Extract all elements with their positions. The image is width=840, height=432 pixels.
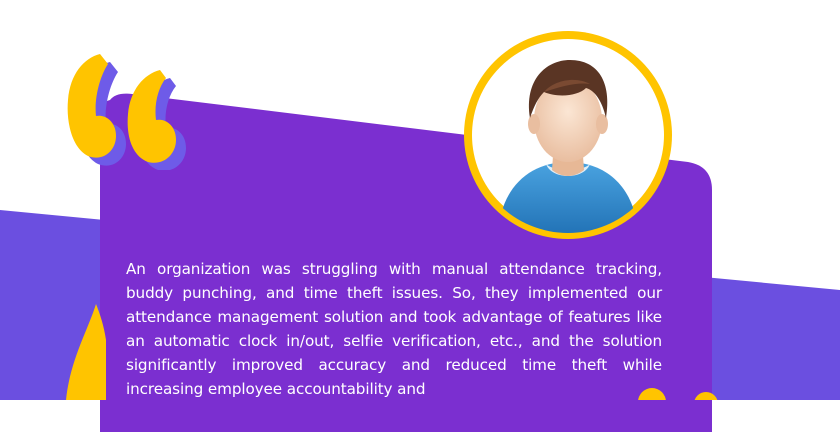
quote-icon [67, 54, 186, 170]
decorative-drop-shape [66, 304, 106, 400]
user-avatar-icon [464, 31, 672, 239]
testimonial-text: An organization was struggling with manu… [126, 260, 662, 398]
decorative-dots [638, 388, 718, 400]
